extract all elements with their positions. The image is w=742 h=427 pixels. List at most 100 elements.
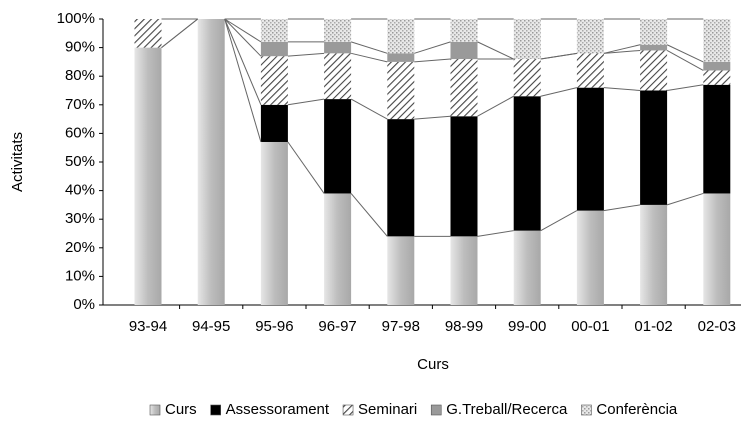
legend-label: Assessorament [226, 401, 330, 418]
bar-segment [450, 41, 478, 60]
legend-label: Conferència [596, 401, 678, 418]
x-tick-label: 95-96 [255, 318, 293, 335]
x-tick-label: 99-00 [508, 318, 546, 335]
y-tick-label: 80% [65, 67, 95, 84]
bar-segment [387, 61, 415, 120]
y-tick-label: 100% [57, 10, 95, 27]
bar-segment [450, 59, 478, 117]
bar-segment [387, 19, 415, 54]
bar-segment [387, 236, 415, 305]
series-line [477, 230, 514, 237]
series-line [414, 58, 451, 63]
legend-swatch [430, 404, 442, 416]
bar-segment [513, 230, 541, 305]
legend-swatch [581, 404, 592, 416]
series-line [414, 41, 451, 54]
series-line [477, 41, 514, 60]
bar-segment [387, 119, 415, 237]
series-line [666, 192, 704, 206]
x-tick-label: 96-97 [318, 318, 356, 335]
bar-segment [450, 19, 478, 42]
x-tick-label: 01-02 [634, 318, 672, 335]
legend-label: Curs [165, 401, 197, 418]
y-tick-label: 40% [65, 182, 95, 199]
bar-segment [324, 193, 352, 305]
series-line [603, 44, 641, 54]
series-line [224, 18, 262, 57]
y-tick-label: 70% [65, 96, 95, 113]
series-line [224, 18, 262, 105]
y-tick-label: 20% [65, 239, 95, 256]
bar-segment [387, 53, 415, 62]
x-tick-label: 98-99 [445, 318, 483, 335]
series-line [287, 52, 325, 57]
series-line [350, 41, 388, 54]
series-line [540, 87, 578, 97]
bar-segment [260, 104, 288, 142]
bar-segment [134, 19, 162, 48]
y-tick-label: 0% [73, 296, 95, 313]
bar-segment [324, 41, 352, 54]
series-line [667, 84, 704, 91]
bar-segment [324, 19, 352, 42]
x-tick-label: 00-01 [571, 318, 609, 335]
series-line [350, 193, 388, 237]
y-tick-label: 90% [65, 39, 95, 56]
bar-segment [197, 19, 225, 305]
bar-segment [640, 90, 668, 205]
legend-swatch [342, 404, 354, 416]
series-line [350, 98, 388, 120]
series-line [666, 44, 704, 63]
bar-segment [640, 19, 668, 45]
bar-segment [576, 87, 604, 211]
legend-label: G.Treball/Recerca [446, 401, 568, 418]
x-tick-label: 94-95 [192, 318, 230, 335]
bar-segment [450, 236, 478, 305]
series-line [161, 18, 199, 48]
series-line [603, 49, 641, 54]
bar-segment [640, 204, 668, 305]
x-tick-label: 97-98 [382, 318, 420, 335]
bar-segment [260, 141, 288, 305]
series-line [666, 50, 704, 71]
bar-segment [640, 44, 668, 51]
bar-segment [640, 50, 668, 91]
bar-segment [703, 84, 731, 194]
series-line [287, 98, 325, 106]
series-line [540, 52, 577, 60]
y-tick-label: 10% [65, 267, 95, 284]
series-line [477, 95, 514, 117]
bar-segment [324, 53, 352, 100]
bar-segment [576, 53, 604, 88]
series-line [287, 141, 325, 194]
bar-segment [513, 19, 541, 60]
y-tick-label: 30% [65, 210, 95, 227]
bar-segment [703, 61, 731, 71]
legend-swatch [149, 404, 161, 416]
x-tick-label: 02-03 [698, 318, 736, 335]
bar-segment [513, 96, 541, 231]
bar-segment [324, 99, 352, 194]
bar-segment [450, 116, 478, 237]
y-tick-label: 60% [65, 124, 95, 141]
y-tick-label: 50% [65, 153, 95, 170]
x-tick-label: 93-94 [129, 318, 167, 335]
x-axis-title: Curs [417, 356, 449, 373]
series-line [350, 52, 388, 63]
bar-segment [260, 19, 288, 42]
series-line [224, 18, 262, 143]
y-axis-title: Activitats [9, 132, 26, 192]
legend-swatch [210, 404, 221, 416]
series-line [414, 115, 451, 120]
bar-segment [576, 19, 604, 54]
bar-segment [513, 59, 541, 97]
bar-segment [703, 193, 731, 305]
bar-segment [576, 210, 604, 305]
bar-segment [134, 47, 162, 305]
bar-segment [703, 70, 731, 85]
series-line [540, 210, 578, 232]
series-line [603, 204, 641, 212]
bar-segment [703, 19, 731, 62]
bar-segment [260, 41, 288, 57]
